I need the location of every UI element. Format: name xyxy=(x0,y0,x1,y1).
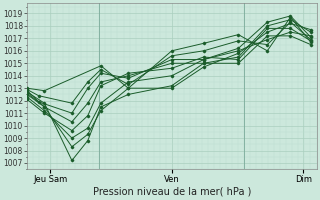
X-axis label: Pression niveau de la mer( hPa ): Pression niveau de la mer( hPa ) xyxy=(92,187,251,197)
